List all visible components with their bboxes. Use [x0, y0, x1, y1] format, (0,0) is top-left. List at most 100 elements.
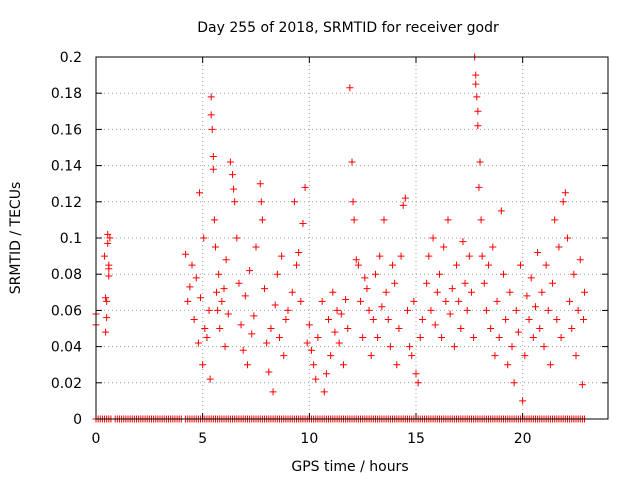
data-point — [563, 234, 571, 242]
data-point — [105, 265, 113, 273]
data-point — [357, 297, 365, 305]
data-point — [510, 379, 518, 387]
data-point — [455, 297, 463, 305]
data-point — [403, 306, 411, 314]
data-points — [92, 53, 589, 405]
data-point — [197, 294, 205, 302]
data-point — [497, 207, 505, 215]
data-point — [446, 310, 454, 318]
data-point — [104, 239, 112, 247]
data-point — [215, 270, 223, 278]
data-point — [361, 274, 369, 282]
data-point — [182, 250, 190, 258]
data-point — [237, 321, 245, 329]
data-point — [399, 201, 407, 209]
data-point — [574, 306, 582, 314]
data-point — [280, 352, 288, 360]
data-point — [339, 361, 347, 369]
data-point — [435, 270, 443, 278]
data-point — [207, 111, 215, 119]
data-point — [346, 84, 354, 92]
data-point — [536, 325, 544, 332]
data-point — [397, 252, 405, 260]
data-point — [576, 256, 584, 264]
data-point — [288, 288, 296, 296]
data-point — [207, 93, 215, 101]
data-point — [561, 189, 569, 197]
data-point — [211, 243, 219, 251]
data-point — [374, 334, 382, 342]
data-point — [514, 328, 522, 336]
data-point — [416, 334, 424, 342]
data-point — [489, 243, 497, 251]
data-point — [517, 261, 525, 269]
y-tick-label: 0.08 — [51, 267, 82, 283]
data-point — [555, 243, 563, 251]
data-point — [284, 306, 292, 314]
data-point — [190, 315, 198, 323]
data-point — [523, 292, 531, 300]
data-point — [380, 216, 388, 224]
y-axis-ticks: 0 0.02 0.04 0.06 0.08 0.1 0.12 0.14 0.16 0.18 0.2 — [51, 50, 608, 428]
data-point — [570, 270, 578, 278]
data-point — [278, 252, 286, 260]
data-point — [349, 198, 357, 206]
data-point — [106, 234, 114, 242]
data-point — [572, 352, 580, 360]
data-point — [214, 306, 222, 314]
data-point — [290, 198, 298, 206]
data-point — [241, 292, 249, 300]
data-point — [378, 303, 386, 311]
data-point — [467, 288, 475, 296]
data-point — [209, 153, 217, 161]
y-tick-label: 0.14 — [51, 159, 82, 175]
x-axis-label: GPS time / hours — [291, 459, 408, 475]
y-tick-label: 0.02 — [51, 376, 82, 392]
data-point — [194, 339, 202, 347]
data-point — [477, 216, 485, 224]
x-tick-label: 0 — [92, 431, 101, 447]
data-point — [301, 183, 309, 191]
data-point — [184, 297, 192, 305]
data-point — [519, 397, 527, 405]
data-point — [307, 346, 315, 354]
data-point — [412, 370, 420, 378]
data-point — [265, 368, 273, 376]
data-point — [256, 180, 264, 188]
data-point — [579, 315, 587, 323]
data-point — [527, 274, 535, 282]
x-axis-ticks: 0 5 10 15 20 — [92, 57, 532, 447]
data-point — [314, 334, 322, 342]
data-point — [525, 315, 533, 323]
data-point — [327, 352, 335, 360]
y-tick-label: 0.04 — [51, 340, 82, 356]
data-point — [578, 381, 586, 389]
data-point — [389, 261, 397, 269]
data-point — [337, 310, 345, 318]
data-point — [322, 370, 330, 378]
data-point — [431, 321, 439, 329]
data-point — [350, 216, 358, 224]
data-point — [229, 171, 237, 179]
data-point — [429, 234, 437, 242]
data-point — [472, 80, 480, 88]
data-point — [485, 261, 493, 269]
x-tick-label: 5 — [198, 431, 207, 447]
data-point — [493, 297, 501, 305]
data-point — [459, 238, 467, 246]
data-point — [470, 334, 478, 342]
data-point — [221, 343, 229, 351]
data-point — [406, 343, 414, 351]
data-point — [200, 234, 208, 242]
y-tick-label: 0.1 — [60, 231, 82, 247]
data-point — [271, 301, 279, 309]
data-point — [414, 379, 422, 387]
x-tick-label: 20 — [514, 431, 532, 447]
data-point — [408, 352, 416, 360]
data-point — [566, 297, 574, 305]
y-axis-label: SRMTID / TECUs — [8, 182, 24, 295]
data-point — [206, 375, 214, 383]
data-point — [384, 315, 392, 323]
data-point — [538, 288, 546, 296]
data-point — [239, 346, 247, 354]
